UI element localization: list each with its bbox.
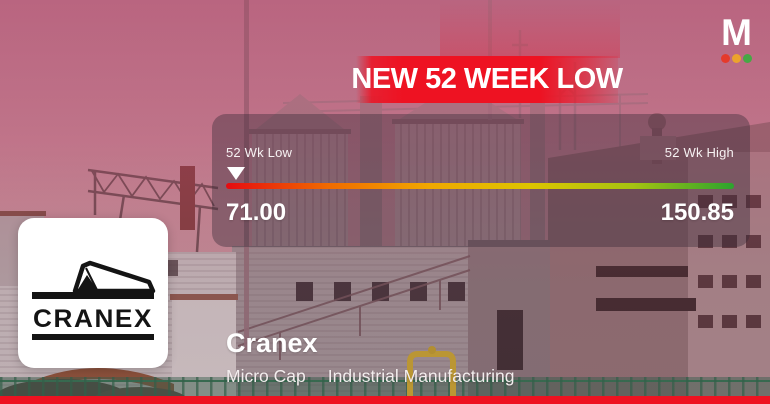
company-logo-text: CRANEX: [33, 305, 153, 333]
price-marker-icon: [227, 167, 245, 180]
company-logo: CRANEX: [32, 260, 156, 340]
crane-boom-icon: [72, 260, 156, 294]
company-meta: Micro Cap Industrial Manufacturing: [226, 366, 515, 387]
company-logo-card: CRANEX: [18, 218, 168, 368]
brand-dots: [716, 53, 756, 63]
alert-banner-label: NEW 52 WEEK LOW: [351, 63, 623, 95]
brand-logo: M: [716, 12, 756, 63]
high-value: 150.85: [660, 199, 734, 226]
low-label: 52 Wk Low: [226, 145, 293, 160]
industry-label: Industrial Manufacturing: [327, 366, 515, 386]
brand-m-letter: M: [721, 12, 752, 53]
brand-dot-orange-icon: [731, 53, 741, 63]
alert-banner: NEW 52 WEEK LOW: [351, 56, 623, 103]
crane-hook-icon: [77, 275, 98, 291]
range-gradient-bar: [226, 183, 734, 189]
brand-dot-red-icon: [720, 53, 730, 63]
market-cap-label: Micro Cap: [226, 366, 306, 386]
high-label: 52 Wk High: [664, 145, 734, 160]
footer-accent-bar: [0, 396, 770, 404]
low-value: 71.00: [226, 199, 287, 226]
company-name: Cranex: [226, 328, 318, 358]
brand-dot-green-icon: [742, 53, 752, 63]
range-panel: 52 Wk Low 52 Wk High 71.00 150.85: [212, 114, 750, 247]
